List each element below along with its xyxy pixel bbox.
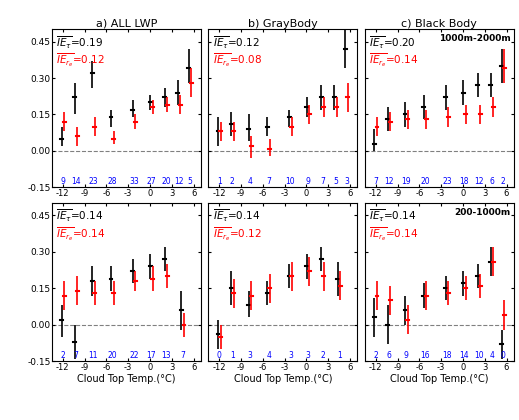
Text: $\overline{IE_\tau}$=0.14: $\overline{IE_\tau}$=0.14: [57, 208, 104, 224]
Text: 12: 12: [174, 177, 184, 186]
Text: 2: 2: [320, 351, 325, 360]
Text: 7: 7: [74, 351, 78, 360]
Text: $\overline{IE_\tau}$=0.19: $\overline{IE_\tau}$=0.19: [57, 34, 104, 51]
Text: $\overline{IE_{r_e}}$=0.14: $\overline{IE_{r_e}}$=0.14: [57, 225, 106, 243]
Text: 28: 28: [107, 177, 117, 186]
X-axis label: Cloud Top Temp.(°C): Cloud Top Temp.(°C): [234, 374, 332, 384]
Text: 4: 4: [266, 351, 271, 360]
Text: 7: 7: [180, 351, 185, 360]
Title: a) ALL LWP: a) ALL LWP: [95, 18, 157, 29]
Text: 12: 12: [474, 177, 484, 186]
Text: 18: 18: [460, 177, 469, 186]
Text: 7: 7: [266, 177, 271, 186]
Text: 7: 7: [320, 177, 325, 186]
Text: 9: 9: [306, 177, 310, 186]
Text: 1: 1: [337, 351, 342, 360]
Text: $\overline{IE_{r_e}}$=0.12: $\overline{IE_{r_e}}$=0.12: [213, 225, 262, 243]
Text: 9: 9: [60, 177, 65, 186]
Text: 22: 22: [129, 351, 139, 360]
Text: 7: 7: [373, 177, 378, 186]
Text: 23: 23: [442, 177, 452, 186]
Title: b) GrayBody: b) GrayBody: [248, 18, 318, 29]
Text: 2: 2: [60, 351, 65, 360]
Text: $\overline{IE_\tau}$=0.14: $\overline{IE_\tau}$=0.14: [213, 208, 261, 224]
Text: 14: 14: [459, 351, 469, 360]
Text: 0: 0: [217, 351, 222, 360]
Text: 0: 0: [500, 351, 506, 360]
Text: 1: 1: [230, 351, 235, 360]
Text: $\overline{IE_\tau}$=0.14: $\overline{IE_\tau}$=0.14: [370, 208, 417, 224]
Text: 3: 3: [248, 351, 252, 360]
Text: $\overline{IE_{r_e}}$=0.14: $\overline{IE_{r_e}}$=0.14: [370, 225, 419, 243]
Text: 27: 27: [147, 177, 156, 186]
Text: 6: 6: [489, 177, 495, 186]
Text: 17: 17: [147, 351, 156, 360]
Text: 3: 3: [306, 351, 310, 360]
Text: 1: 1: [217, 177, 222, 186]
Text: $\overline{IE_{r_e}}$=0.12: $\overline{IE_{r_e}}$=0.12: [57, 52, 105, 69]
Text: 20: 20: [107, 351, 117, 360]
Text: 10: 10: [285, 177, 295, 186]
Text: $\overline{IE_{r_e}}$=0.14: $\overline{IE_{r_e}}$=0.14: [370, 52, 419, 69]
Text: $\overline{IE_\tau}$=0.12: $\overline{IE_\tau}$=0.12: [213, 34, 260, 51]
Text: 9: 9: [404, 351, 408, 360]
Text: 5: 5: [333, 177, 338, 186]
Text: 20: 20: [420, 177, 430, 186]
Text: 4: 4: [489, 351, 495, 360]
Text: 5: 5: [187, 177, 193, 186]
Text: 6: 6: [386, 351, 391, 360]
X-axis label: Cloud Top Temp.(°C): Cloud Top Temp.(°C): [77, 374, 175, 384]
Text: 18: 18: [442, 351, 452, 360]
Title: c) Black Body: c) Black Body: [401, 18, 477, 29]
Text: 14: 14: [71, 177, 80, 186]
Text: 33: 33: [129, 177, 139, 186]
Text: 200-1000m: 200-1000m: [455, 208, 511, 217]
Text: 3: 3: [288, 351, 293, 360]
Text: 2: 2: [500, 177, 506, 186]
Text: 23: 23: [89, 177, 98, 186]
Text: 20: 20: [161, 177, 171, 186]
Text: 19: 19: [401, 177, 411, 186]
Text: 1000m-2000m: 1000m-2000m: [439, 34, 511, 43]
Text: $\overline{IE_\tau}$=0.20: $\overline{IE_\tau}$=0.20: [370, 34, 416, 51]
Text: 16: 16: [420, 351, 430, 360]
Text: 2: 2: [373, 351, 378, 360]
Text: 13: 13: [161, 351, 171, 360]
Text: 4: 4: [248, 177, 252, 186]
Text: $\overline{IE_{r_e}}$=0.08: $\overline{IE_{r_e}}$=0.08: [213, 52, 262, 69]
Text: 12: 12: [384, 177, 393, 186]
Text: 11: 11: [89, 351, 98, 360]
X-axis label: Cloud Top Temp.(°C): Cloud Top Temp.(°C): [390, 374, 488, 384]
Text: 2: 2: [230, 177, 235, 186]
Text: 10: 10: [474, 351, 484, 360]
Text: 3: 3: [344, 177, 349, 186]
